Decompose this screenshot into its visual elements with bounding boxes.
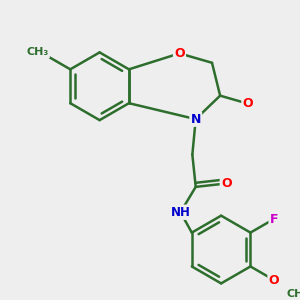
Text: F: F — [270, 212, 278, 226]
Text: NH: NH — [171, 206, 190, 219]
Text: N: N — [190, 112, 201, 126]
Text: O: O — [268, 274, 279, 286]
Text: CH₃: CH₃ — [26, 47, 49, 57]
Text: O: O — [242, 97, 253, 110]
Text: O: O — [174, 47, 185, 60]
Text: O: O — [221, 177, 232, 190]
Text: CH₃: CH₃ — [286, 289, 300, 298]
